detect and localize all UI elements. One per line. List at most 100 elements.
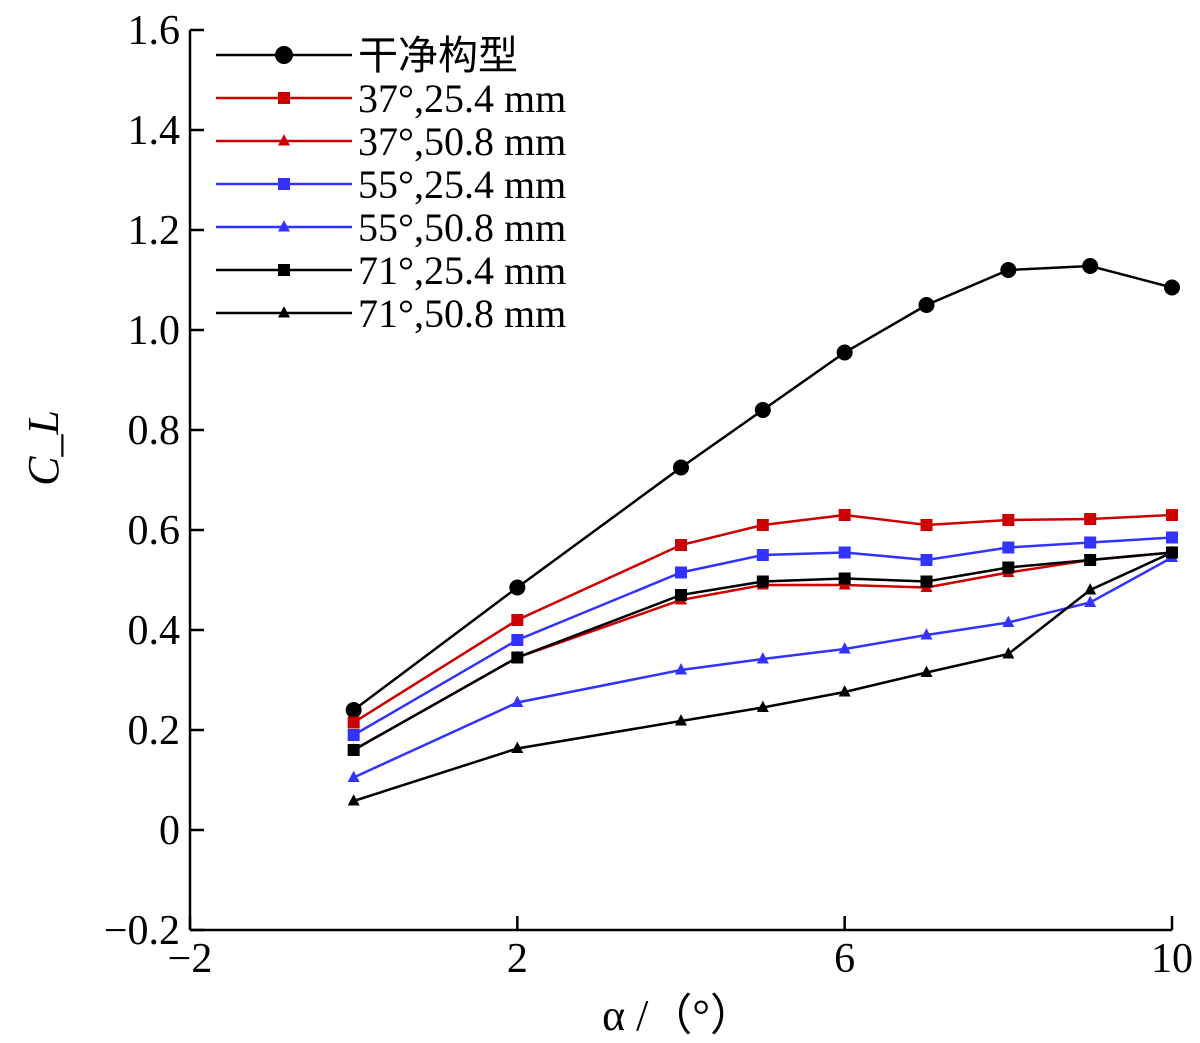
data-point (754, 402, 771, 418)
legend-marker (278, 306, 290, 318)
series-2 (347, 509, 1178, 729)
data-point (511, 634, 524, 646)
data-point (1084, 583, 1097, 595)
data-point (1084, 536, 1097, 549)
data-point (345, 702, 362, 718)
x-axis-title: α /（°） (602, 991, 754, 1040)
data-point (675, 663, 687, 675)
legend-marker (278, 220, 290, 232)
data-point (1002, 647, 1015, 659)
legend-label: 干净构型 (358, 33, 518, 78)
data-point (1164, 279, 1180, 296)
y-tick-label: 1.0 (128, 308, 181, 354)
legend-entry: 37°,50.8 mm (216, 119, 566, 164)
legend-entry: 55°,50.8 mm (216, 205, 566, 250)
legend-label: 71°,50.8 mm (358, 291, 566, 336)
data-point (509, 579, 526, 596)
data-point (675, 566, 687, 579)
data-point (756, 549, 769, 561)
legend-entry: 55°,25.4 mm (216, 162, 566, 207)
data-point (756, 700, 769, 713)
legend-label: 37°,50.8 mm (358, 119, 566, 164)
data-point (1166, 545, 1178, 558)
data-point (1082, 258, 1099, 274)
data-point (1084, 595, 1097, 608)
data-point (920, 519, 933, 531)
data-point (756, 652, 769, 664)
legend-marker (278, 264, 290, 276)
data-point (511, 741, 524, 754)
data-point (1000, 262, 1017, 278)
y-tick-label: 1.4 (128, 108, 181, 154)
series-4 (347, 531, 1178, 741)
axes: −0.2 0 0.2 0.4 0.6 0.8 1.0 1.2 1.4 1.6 −2 2 6 10 (104, 8, 1193, 982)
data-point (920, 665, 933, 678)
data-point (918, 297, 935, 313)
data-point (838, 572, 851, 585)
legend-label: 55°,50.8 mm (358, 205, 566, 250)
data-point (511, 614, 524, 626)
legend-marker (275, 46, 293, 64)
y-tick-label: 0.4 (128, 608, 181, 654)
legend-entry: 干净构型 (216, 33, 518, 78)
data-point (838, 546, 851, 559)
data-point (838, 642, 851, 654)
y-tick-label: 1.2 (128, 208, 181, 254)
data-point (1002, 561, 1015, 574)
legend-label: 71°,25.4 mm (358, 248, 566, 293)
y-axis-title: C_L (19, 410, 68, 486)
data-point (1002, 514, 1015, 526)
series-6 (347, 546, 1178, 756)
data-point (838, 509, 851, 521)
data-point (1002, 615, 1015, 628)
data-point (347, 716, 360, 729)
y-tick-label: −0.2 (104, 908, 180, 954)
legend-marker (278, 134, 290, 146)
data-point (920, 554, 933, 566)
data-point (347, 744, 360, 756)
legend-entry: 37°,25.4 mm (216, 76, 566, 121)
x-tick-label: 2 (507, 936, 528, 982)
data-point (1166, 509, 1178, 521)
y-tick-label: 0 (159, 808, 180, 854)
data-point (1002, 541, 1015, 554)
y-tick-label: 0.8 (128, 408, 181, 454)
y-tick-label: 0.2 (128, 708, 181, 754)
series-line (353, 551, 1173, 803)
data-point (675, 589, 687, 601)
data-point (836, 344, 853, 361)
legend-label: 37°,25.4 mm (358, 76, 566, 121)
series-line (353, 556, 1173, 779)
data-point (347, 770, 360, 783)
data-point (756, 519, 769, 531)
y-tick-label: 1.6 (128, 8, 181, 54)
data-point (511, 651, 524, 664)
data-point (920, 575, 933, 588)
data-point (1084, 554, 1097, 566)
data-point (756, 575, 769, 588)
plot-area (345, 258, 1180, 806)
series-7 (347, 545, 1178, 806)
data-point (1166, 531, 1178, 544)
data-point (675, 714, 687, 726)
y-tick-label: 0.6 (128, 508, 181, 554)
data-point (511, 695, 524, 708)
data-point (347, 729, 360, 741)
x-tick-label: −2 (168, 936, 213, 982)
series-5 (347, 550, 1178, 783)
legend-entry: 71°,25.4 mm (216, 248, 566, 293)
series-1 (345, 258, 1180, 718)
legend-marker (278, 92, 290, 104)
legend-label: 55°,25.4 mm (358, 162, 566, 207)
data-point (1084, 513, 1097, 525)
legend-entry: 71°,50.8 mm (216, 291, 566, 336)
data-point (673, 459, 689, 476)
x-tick-label: 10 (1151, 936, 1193, 982)
data-point (920, 628, 933, 640)
data-point (347, 794, 360, 806)
x-tick-label: 6 (834, 936, 855, 982)
legend-marker (278, 178, 290, 190)
data-point (675, 539, 687, 551)
